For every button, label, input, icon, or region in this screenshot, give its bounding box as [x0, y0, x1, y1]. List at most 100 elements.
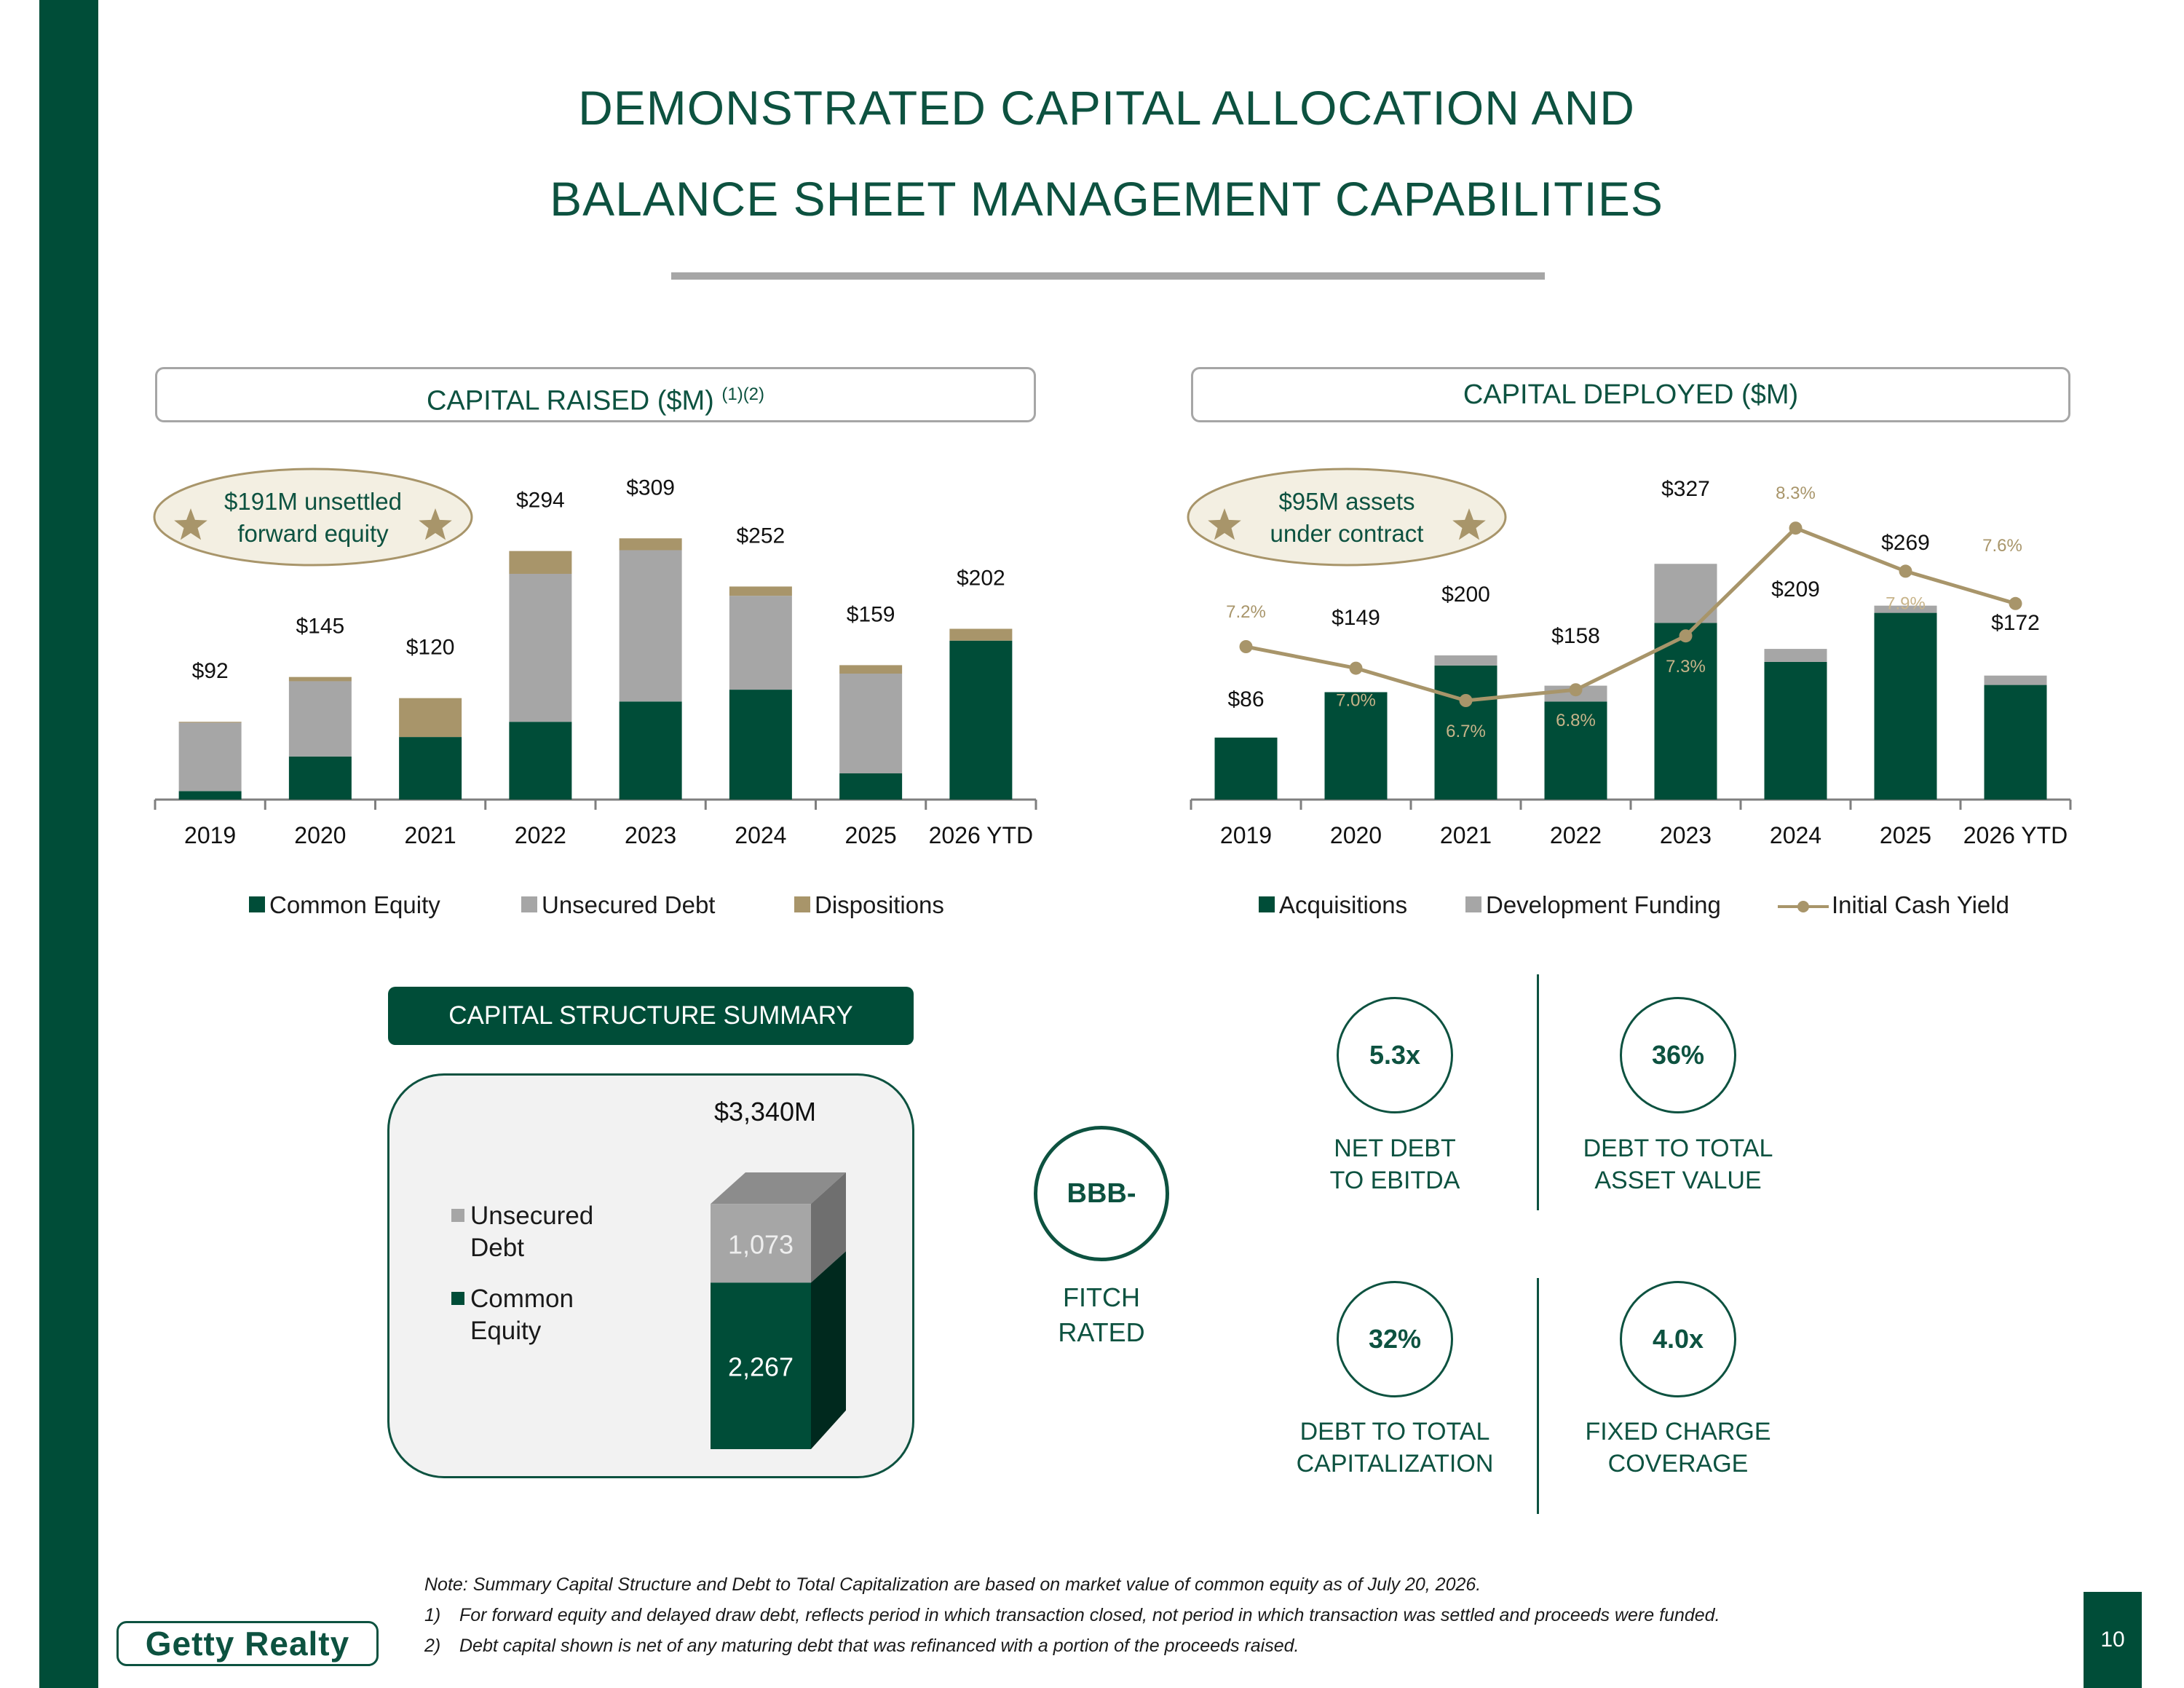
- bar-common-equity: [178, 791, 242, 800]
- x-tick-label: 2024: [735, 822, 786, 848]
- capital-raised-chart: $92 2019 $145 2020 $120 2021 $294 2022 $309 2023 $…: [153, 468, 1037, 848]
- bar-total-label: $172: [1991, 611, 2040, 635]
- debt-to-asset-value-label: DEBT TO TOTAL ASSET VALUE: [1547, 1132, 1809, 1196]
- bar-total-label: $209: [1771, 577, 1820, 602]
- bar-dispositions: [619, 538, 682, 551]
- bar-acquisitions: [1434, 665, 1497, 800]
- legend-swatch: [249, 896, 265, 912]
- fitch-label-line: FITCH: [1063, 1282, 1140, 1312]
- footnote-text: For forward equity and delayed draw debt…: [459, 1605, 1720, 1625]
- footnote-text: Debt capital shown is net of any maturin…: [459, 1636, 1299, 1656]
- fixed-charge-coverage-circle: 4.0x: [1620, 1281, 1736, 1397]
- capital-structure-3d-bar: 1,073 2,267: [711, 1172, 846, 1449]
- callout-ellipse: [1187, 468, 1507, 567]
- left-accent-bar: [39, 0, 98, 1688]
- segment-label-debt: 1,073: [728, 1229, 794, 1259]
- capital-deployed-header-text: CAPITAL DEPLOYED ($M): [1463, 379, 1799, 410]
- legend-common-equity: Common Equity: [249, 891, 440, 919]
- stat-label-line: COVERAGE: [1607, 1450, 1749, 1478]
- legend-label: Common Equity: [269, 891, 440, 918]
- x-tick-label: 2025: [1880, 822, 1931, 848]
- cs-legend-line: Debt: [470, 1234, 524, 1262]
- yield-label: 7.6%: [1982, 536, 2022, 556]
- yield-point: [2009, 596, 2022, 610]
- bar-unsecured-debt: [178, 722, 242, 792]
- footnote-1: 1) For forward equity and delayed draw de…: [424, 1600, 1720, 1630]
- x-tick-label: 2021: [1440, 822, 1492, 848]
- bar-total-label: $252: [737, 524, 786, 548]
- fitch-rating-circle: BBB-: [1034, 1126, 1169, 1261]
- bar-unsecured-debt: [619, 550, 682, 702]
- bar-dispositions: [949, 628, 1013, 641]
- x-tick-label: 2020: [1330, 822, 1382, 848]
- stat-label-line: FIXED CHARGE: [1585, 1418, 1771, 1446]
- yield-point: [1569, 683, 1583, 697]
- bar-total-label: $200: [1441, 583, 1490, 607]
- star-icon: [1452, 508, 1486, 540]
- bar-total-label: $327: [1661, 477, 1710, 501]
- legend-dispositions: Dispositions: [794, 891, 944, 919]
- bar-total-label: $145: [296, 615, 345, 639]
- bar-acquisitions: [1544, 701, 1607, 800]
- net-debt-ebitda-label: NET DEBT TO EBITDA: [1264, 1132, 1526, 1196]
- legend-label: Development Funding: [1486, 891, 1721, 918]
- x-tick-label: 2022: [515, 822, 566, 848]
- legend-development-funding: Development Funding: [1465, 891, 1721, 919]
- bar-acquisitions: [1984, 685, 2047, 800]
- bar-acquisitions: [1764, 661, 1827, 800]
- bar-top-face: [711, 1172, 846, 1204]
- net-debt-ebitda-circle: 5.3x: [1337, 997, 1453, 1113]
- x-tick-label: 2019: [1220, 822, 1272, 848]
- bar-total-label: $202: [957, 566, 1005, 590]
- callout-text-line: forward equity: [237, 520, 389, 547]
- footnote-number: 2): [424, 1636, 441, 1656]
- x-tick-label: 2022: [1550, 822, 1602, 848]
- legend-swatch: [794, 896, 810, 912]
- yield-label: 7.9%: [1886, 593, 1926, 613]
- legend-label: Unsecured Debt: [542, 891, 716, 918]
- summary-note: Note: Summary Capital Structure and Debt…: [424, 1574, 1481, 1595]
- cs-legend-line: Common: [470, 1285, 574, 1313]
- cs-legend-unsecured-debt: Unsecured Debt: [451, 1200, 593, 1264]
- footnotes: Note: Summary Capital Structure and Debt…: [424, 1569, 1720, 1661]
- stat-label-line: DEBT TO TOTAL: [1299, 1418, 1490, 1446]
- title-divider: [671, 272, 1545, 280]
- callout-text-line: under contract: [1270, 520, 1424, 547]
- x-tick-label: 2026 YTD: [929, 822, 1034, 848]
- capital-structure-total: $3,340M: [713, 1097, 817, 1127]
- debt-to-capitalization-circle: 32%: [1337, 1281, 1453, 1397]
- legend-swatch: [1259, 896, 1275, 912]
- callout-ellipse: [153, 468, 473, 567]
- fixed-charge-coverage-label: FIXED CHARGE COVERAGE: [1547, 1416, 1809, 1480]
- yield-point: [1459, 694, 1473, 707]
- bar-total-label: $294: [516, 489, 565, 513]
- bar-total-label: $86: [1227, 687, 1264, 711]
- legend-label: Dispositions: [815, 891, 944, 918]
- yield-point: [1899, 564, 1912, 578]
- bar-development-funding: [1984, 675, 2047, 685]
- getty-realty-logo: Getty Realty: [116, 1621, 379, 1666]
- bar-common-equity: [399, 737, 462, 800]
- legend-unsecured-debt: Unsecured Debt: [521, 891, 715, 919]
- bar-common-equity: [288, 756, 352, 800]
- bar-dispositions: [399, 698, 462, 738]
- bar-development-funding: [1764, 649, 1827, 662]
- cs-legend-common-equity: Common Equity: [451, 1283, 574, 1347]
- bar-total-label: $120: [406, 636, 455, 660]
- bar-total-label: $269: [1881, 531, 1930, 555]
- bar-total-label: $158: [1551, 624, 1600, 648]
- x-tick-label: 2023: [1660, 822, 1712, 848]
- capital-raised-footnote-ref: (1)(2): [721, 384, 765, 404]
- legend-swatch: [451, 1209, 464, 1222]
- yield-label: 8.3%: [1776, 484, 1816, 503]
- callout-text-line: $191M unsettled: [224, 488, 402, 515]
- bar-unsecured-debt: [839, 674, 903, 774]
- footnote-number: 1): [424, 1605, 441, 1625]
- yield-label: 6.7%: [1446, 722, 1486, 741]
- x-tick-label: 2019: [184, 822, 236, 848]
- star-icon: [174, 508, 207, 540]
- footnote-2: 2) Debt capital shown is net of any matur…: [424, 1630, 1720, 1661]
- bar-dispositions: [288, 677, 352, 682]
- legend-swatch: [521, 896, 537, 912]
- star-icon: [1208, 508, 1241, 540]
